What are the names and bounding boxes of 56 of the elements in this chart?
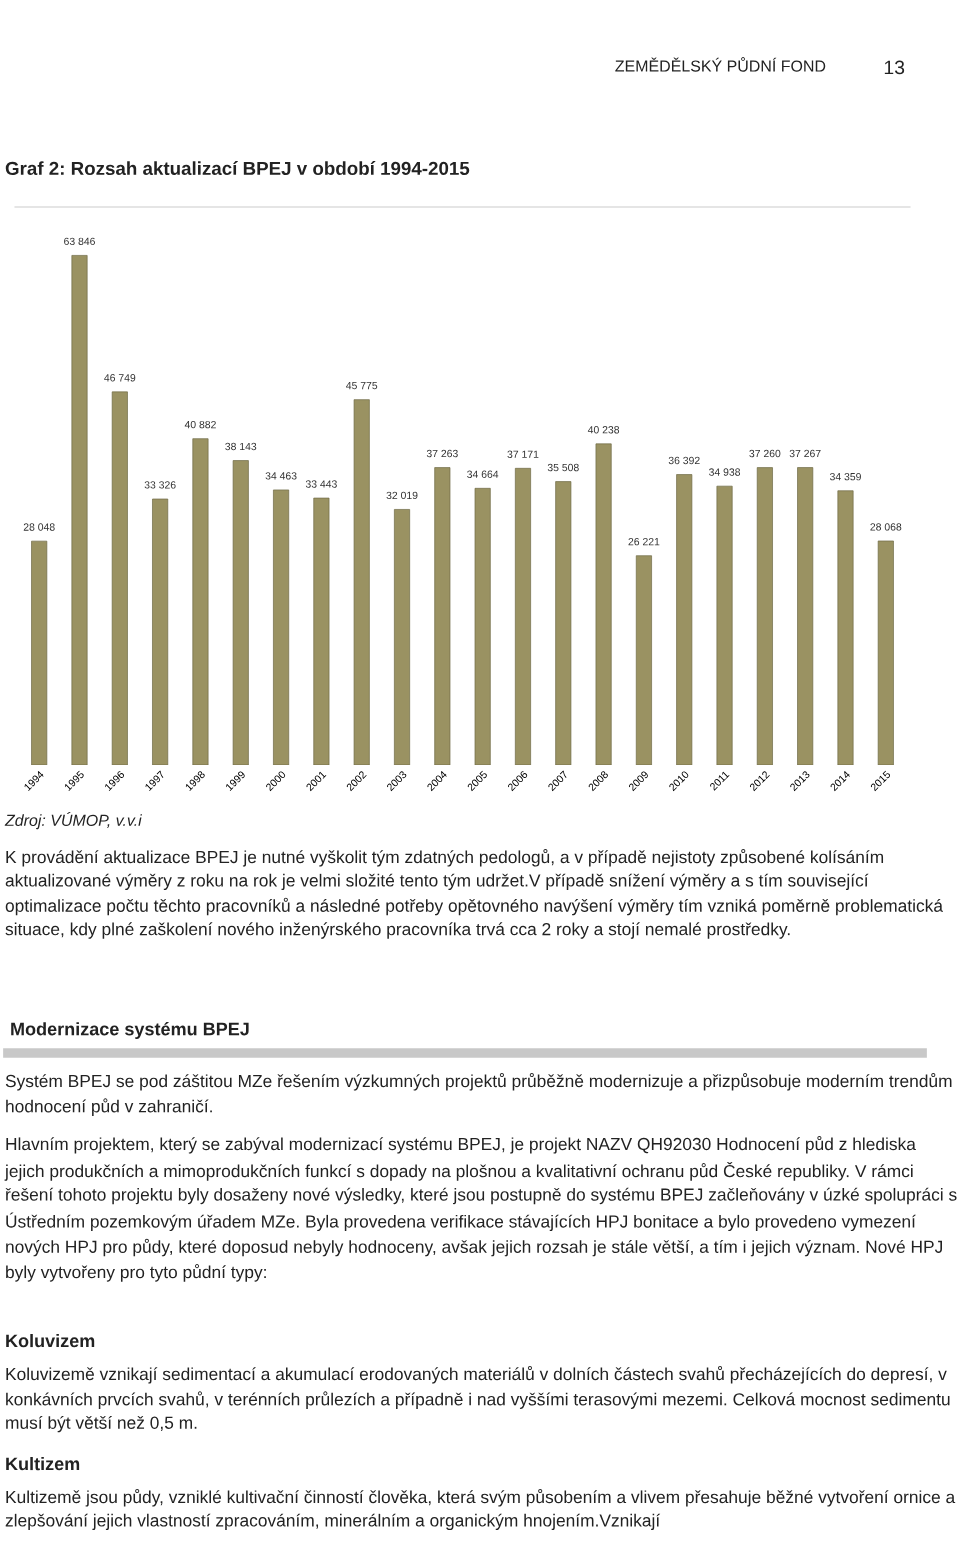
data-label: 34 463	[265, 472, 297, 480]
text: Hlavním projektem, který se zabýval modernizací systému BPEJ, je projekt NAZV QH92030 Hodnocení půd z hlediska jejich produkčních a mimoprodukčních funkcí s dopady na plošnou a kvalitativní ochranu půd České republiky. V rámci řešení tohoto projektu byly dosaženy nové výsledky, které jsou postupně do systému BPEJ začleňovány v úzké spolupráci s Ústředním pozemkovým úřadem MZe. Byla provedena verifikace stávajících HPJ bonitace a bylo provedeno vymezení nových HPJ pro půdy, které doposud nebyly hodnoceny, avšak jejich rozsah je stále větší, a tím i jejich význam. Nové HPJ byly vytvořeny pro tyto půdní typy:	[4, 1136, 957, 1282]
data-label: 35 508	[547, 463, 579, 472]
data-label: 46 749	[104, 374, 136, 382]
bar	[394, 509, 411, 765]
bar	[797, 467, 814, 765]
bar	[877, 540, 894, 765]
chart-title: Graf 2: Rozsah aktualizací BPEJ v období 1994-2015	[5, 161, 470, 176]
data-label: 32 019	[386, 491, 418, 500]
data-label: 37 267	[789, 449, 821, 458]
data-label: 34 359	[829, 472, 861, 481]
bar	[514, 467, 531, 765]
data-label: 63 846	[64, 237, 95, 246]
data-label: 33 443	[305, 480, 337, 488]
bar	[353, 399, 370, 765]
text: Systém BPEJ se pod záštitou MZe řešením výzkumných projektů průběžně modernizuje a přizpůsobuje moderním trendům hodnocení půd v zahraničí.	[5, 1073, 952, 1116]
bar	[837, 490, 854, 765]
bar	[71, 255, 88, 765]
data-label: 34 664	[467, 470, 499, 478]
text: Koluvizem	[6, 1334, 95, 1348]
text: 13	[884, 60, 905, 75]
text: ZEMĚDĚLSKÝ PŮDNÍ FOND	[615, 57, 826, 72]
bar	[232, 460, 249, 765]
data-label: 45 775	[346, 381, 378, 390]
bar	[595, 443, 612, 765]
data-label: 28 068	[870, 523, 902, 531]
text: Kultizemě jsou půdy, vzniklé kultivační činností člověka, která svým působením a vlivem přesahuje běžné vytvoření ornice a zlepšování jejich vlastností zpracováním, minerálním a organickým hnojením.Vznikají	[5, 1489, 956, 1531]
bar	[716, 485, 733, 765]
text: Modernizace systému BPEJ	[11, 1022, 249, 1039]
bar	[635, 555, 652, 765]
bar	[434, 467, 451, 765]
bar	[676, 474, 693, 765]
bar	[152, 498, 169, 765]
data-label: 40 882	[184, 420, 216, 429]
data-label: 28 048	[23, 523, 55, 531]
bar	[31, 540, 48, 765]
bar	[474, 487, 491, 765]
bar	[756, 467, 773, 765]
text: Zdroj: VÚMOP, v.v.i	[4, 812, 143, 830]
data-label: 34 938	[709, 468, 741, 476]
text: Koluvizemě vznikají sedimentací a akumulací erodovaných materiálů v dolních částech svahů přecházejících do depresí, v konkávních prvcích svahů, v terénních průlezích a případně i nad vyššími terasovými mezemi. Celková mocnost sedimentu musí být větší než 0,5 m.	[6, 1366, 950, 1433]
data-label: 38 143	[225, 442, 257, 451]
data-label: 37 171	[507, 450, 539, 458]
data-label: 37 260	[749, 449, 781, 458]
bar	[555, 481, 572, 765]
data-label: 26 221	[628, 537, 660, 546]
data-label: 40 238	[587, 426, 620, 434]
bar	[273, 489, 290, 765]
bar	[192, 438, 209, 765]
data-label: 36 392	[668, 456, 700, 465]
data-label: 33 326	[144, 481, 176, 489]
text: K provádění aktualizace BPEJ je nutné vyškolit tým zdatných pedologů, a v případě nejistoty způsobené kolísáním aktualizované výměry z roku na rok je velmi složité tento tým udržet.V případě snížení výměry a s tím související optimalizace počtu těchto pracovníků a následné potřeby opětovného navýšení výměry tím vzniká poměrně problematická situace, kdy plné zaškolení nového inženýrského pracovníka trvá cca 2 roky a stojí nemalé prostředky.	[5, 849, 944, 939]
bar	[111, 391, 128, 765]
bar	[313, 497, 330, 765]
data-label: 37 263	[426, 449, 458, 458]
text: Kultizem	[6, 1457, 80, 1471]
